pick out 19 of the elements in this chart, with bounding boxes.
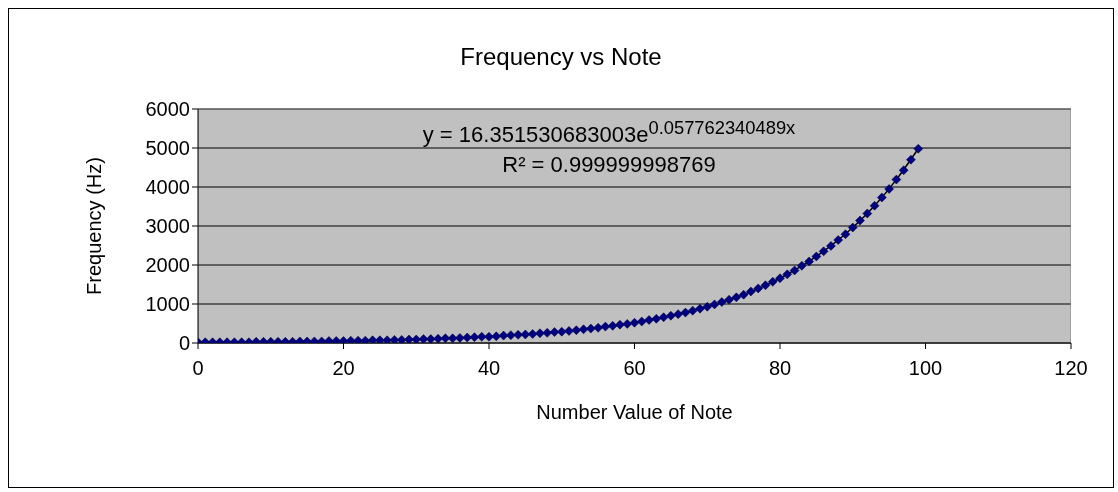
y-axis-title: Frequency (Hz)	[83, 157, 106, 295]
y-tick-label: 4000	[145, 176, 190, 199]
y-tick-label: 0	[178, 332, 190, 355]
annotation: y = 16.351530683003e$^{0.057762340489x}$	[421, 116, 797, 150]
y-tick-label: 5000	[145, 137, 190, 160]
x-tick-label: 20	[332, 357, 355, 380]
x-tick-label: 40	[477, 357, 501, 380]
x-tick-label: 0	[192, 357, 204, 380]
y-tick-label: 1000	[145, 293, 190, 316]
x-axis-title: Number Value of Note	[536, 401, 733, 423]
y-tick-label: 2000	[145, 254, 190, 277]
annotation: R² = 0.999999998769	[501, 151, 717, 180]
y-tick-label: 3000	[145, 215, 190, 238]
x-tick-label: 60	[623, 357, 646, 380]
y-tick-label: 6000	[145, 98, 190, 121]
x-tick-label: 100	[908, 357, 943, 380]
chart-title: Frequency vs Note	[459, 43, 663, 71]
x-tick-label: 80	[768, 357, 792, 380]
x-tick-label: 120	[1054, 357, 1088, 380]
